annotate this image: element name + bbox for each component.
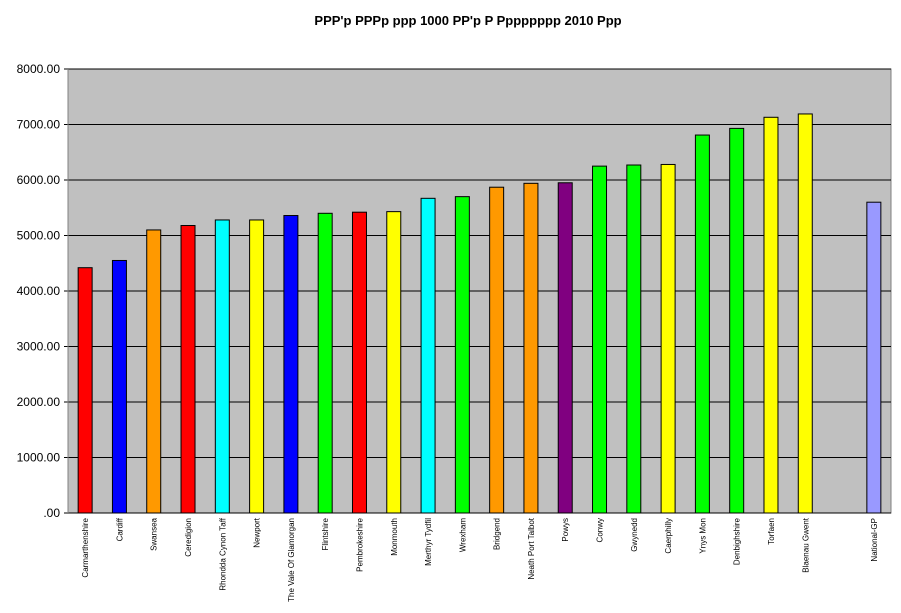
bar bbox=[489, 186, 505, 514]
y-tick-label: 6000.00 bbox=[17, 173, 61, 187]
y-tick-label: 7000.00 bbox=[17, 118, 61, 132]
bar bbox=[626, 164, 642, 514]
x-tick-label: Gwynedd bbox=[630, 518, 639, 552]
x-tick-label: Monmouth bbox=[390, 518, 399, 556]
x-tick-label: Swansea bbox=[150, 517, 159, 550]
bar bbox=[180, 225, 196, 514]
x-tick-label: Merthyr Tydfil bbox=[424, 518, 433, 566]
y-tick-label: 1000.00 bbox=[17, 451, 61, 465]
bar bbox=[454, 196, 470, 514]
x-tick-label: Pembrokeshire bbox=[355, 517, 364, 571]
bar bbox=[283, 215, 299, 514]
bar bbox=[592, 165, 608, 514]
bar bbox=[557, 182, 573, 514]
x-tick-label: Flintshire bbox=[321, 517, 330, 550]
x-tick-label: Bridgend bbox=[493, 518, 502, 550]
x-tick-label: National-GP bbox=[870, 518, 879, 562]
chart-title: PPP'p PPPp ppp 1000 PP'p P Pppppppp 2010… bbox=[314, 13, 621, 28]
bar bbox=[214, 219, 230, 514]
bar bbox=[729, 127, 745, 514]
bar bbox=[694, 134, 710, 514]
y-tick-label: 4000.00 bbox=[17, 284, 61, 298]
bar bbox=[420, 197, 436, 514]
bar bbox=[660, 163, 676, 514]
x-tick-label: The Vale Of Glamorgan bbox=[287, 518, 296, 602]
x-tick-label: Denbighshire bbox=[733, 517, 742, 565]
x-tick-label: Blaenau Gwent bbox=[801, 517, 810, 572]
y-tick-label: 2000.00 bbox=[17, 395, 61, 409]
x-tick-label: Torfaen bbox=[767, 518, 776, 545]
bar bbox=[111, 259, 127, 514]
bar bbox=[249, 219, 265, 514]
x-tick-label: Caerphilly bbox=[664, 518, 673, 554]
x-tick-label: Carmarthenshire bbox=[81, 517, 90, 577]
x-tick-label: Conwy bbox=[596, 518, 605, 542]
x-tick-label: Ynys Mon bbox=[698, 518, 707, 554]
bar bbox=[146, 229, 162, 514]
y-tick-label: 8000.00 bbox=[17, 62, 61, 76]
x-tick-label: Wrexham bbox=[458, 518, 467, 552]
x-tick-label: Powys bbox=[561, 518, 570, 542]
y-tick-label: 5000.00 bbox=[17, 229, 61, 243]
bar bbox=[317, 212, 333, 514]
bar bbox=[763, 116, 779, 514]
y-tick-label: 3000.00 bbox=[17, 340, 61, 354]
bar bbox=[386, 211, 402, 514]
bar bbox=[523, 182, 539, 514]
x-tick-label: Rhondda Cynon Taff bbox=[218, 517, 227, 590]
gridlines bbox=[64, 68, 891, 514]
x-tick-label: Ceredigion bbox=[184, 518, 193, 557]
x-tick-label: Newport bbox=[253, 517, 262, 548]
y-axis-tick-labels: .00 1000.00 2000.00 3000.00 4000.00 5000.00 60… bbox=[17, 62, 61, 520]
y-tick-label: .00 bbox=[43, 506, 60, 520]
x-axis-tick-labels: Carmarthenshire Cardiff Swansea Ceredigion R… bbox=[81, 517, 879, 602]
bar bbox=[866, 201, 882, 514]
bars bbox=[77, 113, 882, 514]
x-tick-label: Cardiff bbox=[115, 517, 124, 541]
bar bbox=[77, 267, 93, 514]
x-tick-label: Neath Port Talbot bbox=[527, 517, 536, 579]
bar bbox=[797, 113, 813, 514]
bar bbox=[351, 211, 367, 514]
